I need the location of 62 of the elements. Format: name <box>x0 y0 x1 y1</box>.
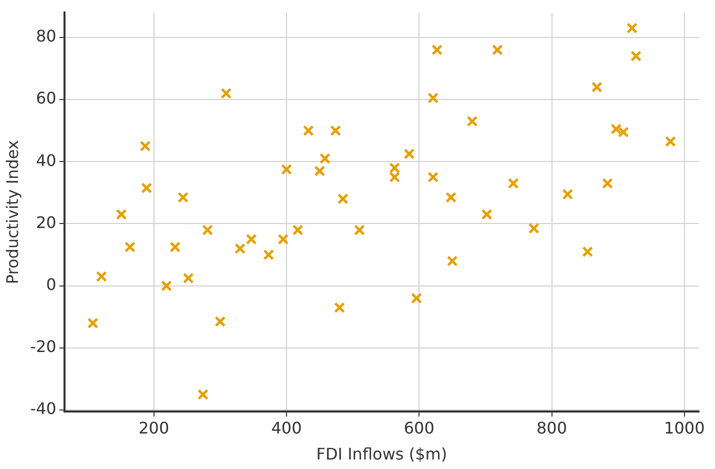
x-tick-label: 400 <box>271 418 302 438</box>
point <box>630 50 642 62</box>
point <box>87 318 98 329</box>
point <box>292 224 304 236</box>
point <box>492 44 503 56</box>
point <box>314 165 326 176</box>
point <box>140 140 151 152</box>
y-tick-label: 0 <box>46 275 56 294</box>
point <box>337 193 348 204</box>
point <box>96 271 107 282</box>
point <box>319 153 330 164</box>
point <box>410 292 422 304</box>
point <box>246 234 257 245</box>
x-tick-label: 600 <box>404 418 434 438</box>
point <box>562 188 574 200</box>
point <box>263 249 274 260</box>
point <box>508 178 519 189</box>
point <box>234 243 246 254</box>
point <box>481 208 492 220</box>
y-tick-label: -40 <box>30 399 56 418</box>
point <box>354 224 365 236</box>
point <box>220 88 232 99</box>
point <box>466 116 478 127</box>
point <box>528 222 540 234</box>
point <box>404 148 415 160</box>
point <box>428 172 439 183</box>
y-tick-label: 40 <box>36 150 56 170</box>
point <box>182 272 194 284</box>
point <box>446 256 458 266</box>
y-tick-label: 20 <box>36 212 56 232</box>
y-axis-title: Productivity Index <box>2 140 22 284</box>
point <box>178 192 189 203</box>
point <box>214 316 226 328</box>
point <box>278 234 289 245</box>
x-tick-label: 800 <box>536 418 568 438</box>
point <box>330 125 342 136</box>
point <box>432 44 443 56</box>
point <box>445 192 456 203</box>
point <box>141 182 152 194</box>
point <box>626 22 638 34</box>
point <box>602 178 613 189</box>
x-tick-label: 1000 <box>664 418 705 438</box>
point <box>334 302 346 314</box>
point <box>582 246 594 258</box>
point <box>664 136 676 147</box>
point <box>170 242 181 253</box>
point <box>302 125 314 136</box>
point <box>202 224 214 236</box>
point <box>618 126 629 138</box>
point <box>116 208 127 220</box>
y-tick-label: -20 <box>30 337 56 356</box>
point <box>610 124 622 135</box>
point <box>428 92 439 104</box>
y-tick-label: 80 <box>36 26 56 46</box>
point <box>197 389 208 400</box>
x-tick-label: 200 <box>138 418 170 438</box>
y-tick-label: 60 <box>36 88 56 108</box>
point <box>591 82 602 93</box>
point <box>281 164 292 175</box>
x-axis-title: FDI Inflows ($m) <box>316 444 448 464</box>
point <box>160 280 172 292</box>
point <box>124 242 136 253</box>
